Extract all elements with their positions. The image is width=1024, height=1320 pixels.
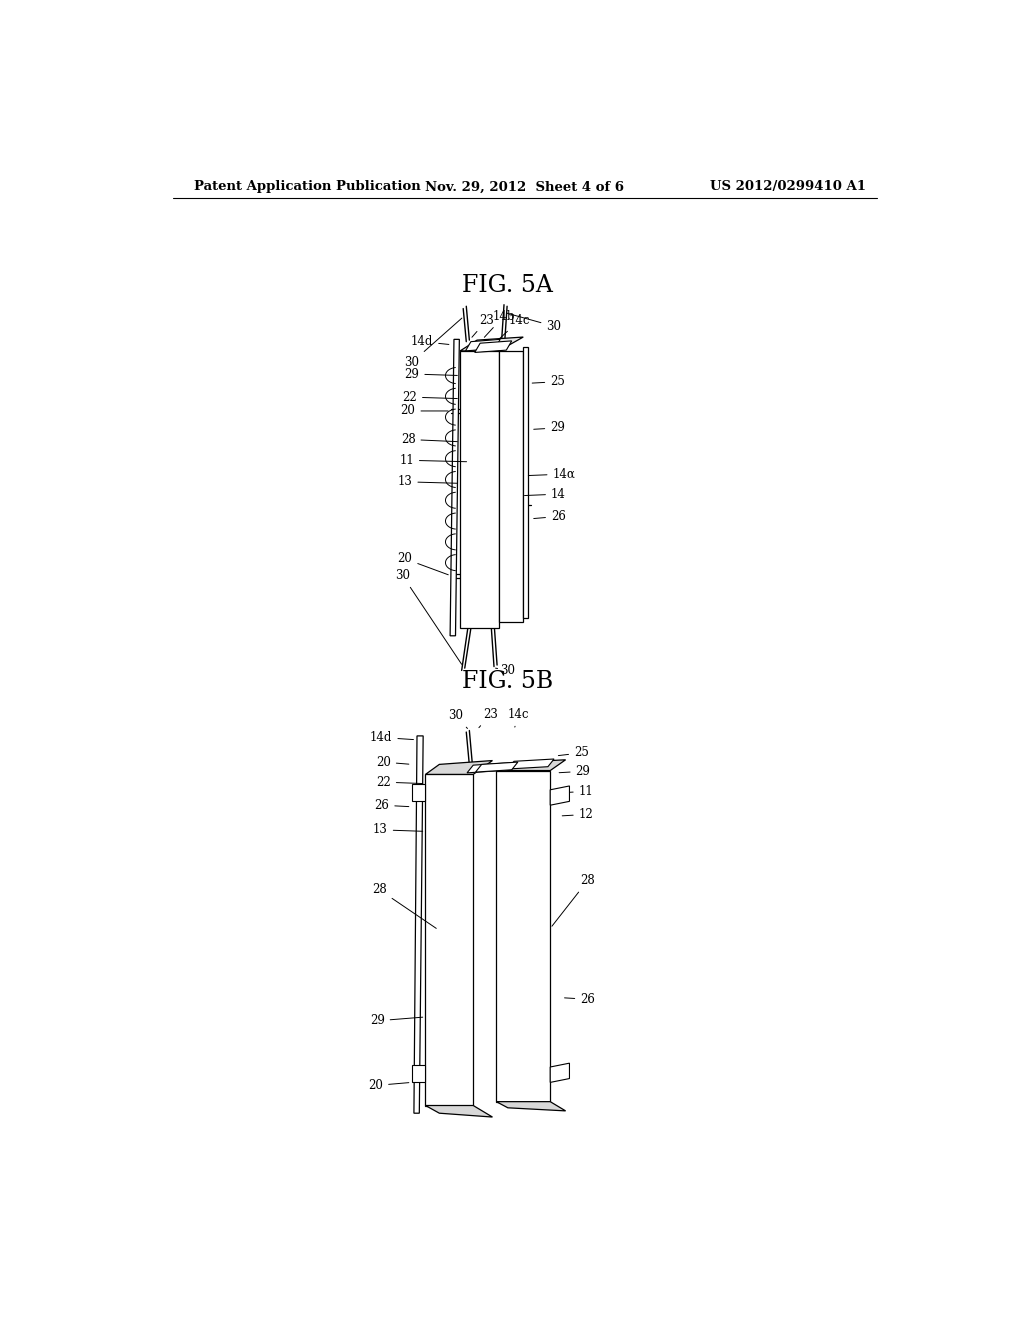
Polygon shape (414, 737, 423, 1113)
Polygon shape (497, 1102, 565, 1111)
Polygon shape (412, 1065, 425, 1082)
Text: 20: 20 (400, 404, 449, 417)
Polygon shape (451, 339, 460, 636)
Text: FIG. 5B: FIG. 5B (462, 671, 554, 693)
Polygon shape (550, 785, 569, 805)
Polygon shape (499, 351, 523, 622)
Polygon shape (425, 775, 473, 1106)
Polygon shape (412, 784, 425, 801)
Text: 28: 28 (372, 883, 436, 928)
Text: 30: 30 (496, 664, 515, 677)
Text: 22: 22 (402, 391, 458, 404)
Text: 14c: 14c (508, 708, 529, 727)
Text: 23: 23 (479, 708, 498, 727)
Text: 13: 13 (373, 824, 423, 837)
Text: 14c: 14c (499, 314, 530, 339)
Text: 20: 20 (397, 552, 449, 574)
Text: 30: 30 (404, 318, 462, 370)
Text: 26: 26 (564, 993, 595, 1006)
Text: 30: 30 (449, 709, 468, 729)
Text: 20: 20 (369, 1078, 409, 1092)
Text: 14α: 14α (528, 467, 575, 480)
Text: 20: 20 (376, 755, 409, 768)
Text: 14b: 14b (484, 310, 515, 338)
Text: 25: 25 (532, 375, 565, 388)
Text: 28: 28 (552, 874, 595, 927)
Polygon shape (550, 1063, 569, 1082)
Text: 26: 26 (534, 510, 566, 523)
Polygon shape (460, 351, 499, 628)
Text: 23: 23 (472, 314, 495, 337)
Polygon shape (425, 1106, 493, 1117)
Text: FIG. 5A: FIG. 5A (463, 275, 553, 297)
Text: Nov. 29, 2012  Sheet 4 of 6: Nov. 29, 2012 Sheet 4 of 6 (425, 181, 625, 194)
Polygon shape (475, 762, 518, 772)
Polygon shape (497, 760, 565, 771)
Text: US 2012/0299410 A1: US 2012/0299410 A1 (710, 181, 866, 194)
Text: 26: 26 (375, 799, 409, 812)
Text: 29: 29 (534, 421, 565, 434)
Text: 14d: 14d (411, 335, 449, 348)
Polygon shape (467, 763, 508, 774)
Text: 11: 11 (562, 785, 594, 797)
Polygon shape (460, 337, 523, 351)
Text: 11: 11 (399, 454, 467, 467)
Polygon shape (425, 760, 493, 775)
Text: 25: 25 (558, 746, 589, 759)
Polygon shape (508, 759, 554, 770)
Text: 14: 14 (524, 487, 566, 500)
Text: 30: 30 (395, 569, 462, 664)
Text: 29: 29 (404, 367, 458, 380)
Polygon shape (523, 347, 528, 618)
Text: Patent Application Publication: Patent Application Publication (194, 181, 421, 194)
Text: 29: 29 (370, 1014, 423, 1027)
Text: 14d: 14d (370, 731, 414, 744)
Polygon shape (475, 341, 512, 352)
Polygon shape (466, 339, 500, 351)
Text: 12: 12 (562, 808, 594, 821)
Text: 13: 13 (397, 475, 458, 488)
Text: 29: 29 (559, 764, 591, 777)
Text: 30: 30 (507, 313, 561, 333)
Text: 28: 28 (400, 433, 458, 446)
Text: 22: 22 (376, 776, 423, 788)
Polygon shape (497, 771, 550, 1102)
